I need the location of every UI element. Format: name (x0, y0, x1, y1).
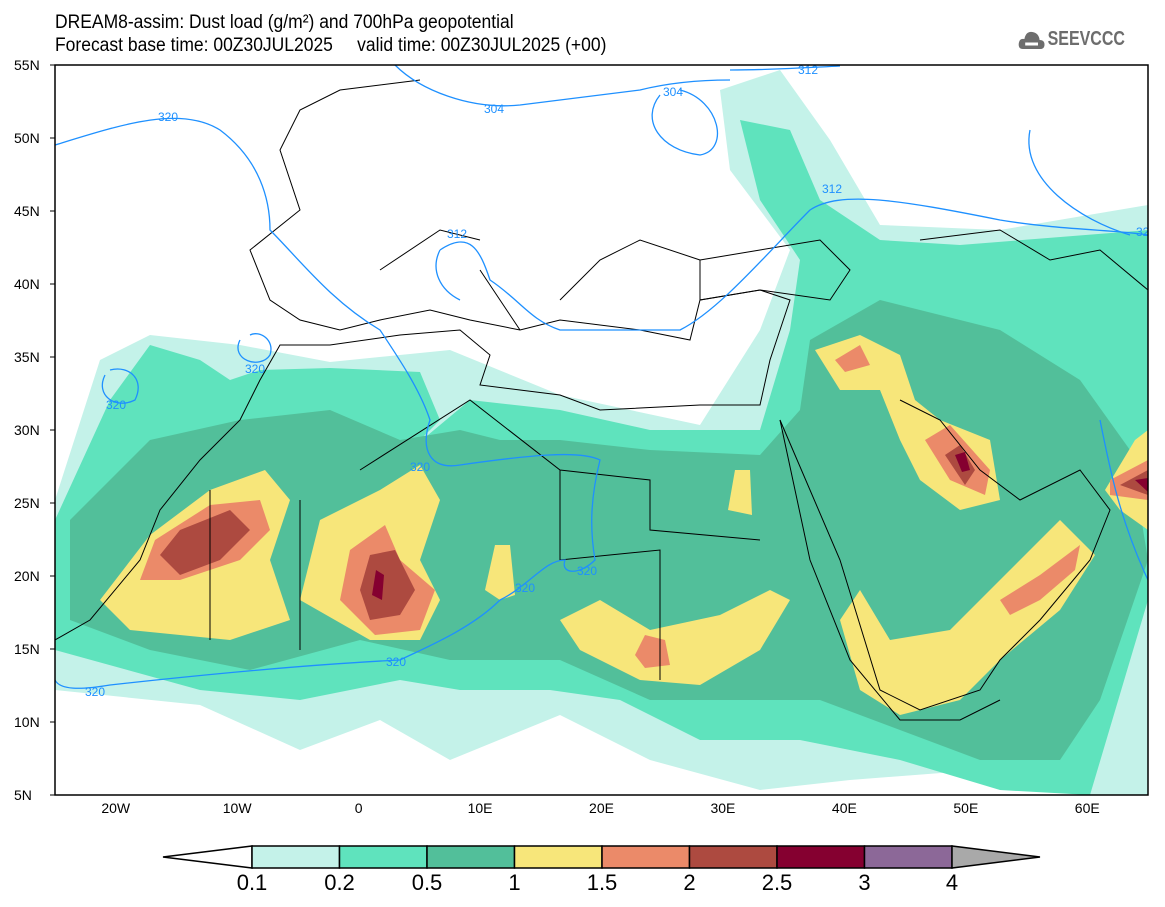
lat-label: 40N (14, 276, 40, 292)
seevccc-logo: SEEVCCC (1018, 28, 1125, 51)
lon-label: 20W (101, 800, 131, 816)
lon-label: 50E (953, 800, 979, 816)
lon-label: 30E (710, 800, 736, 816)
lon-label: 10W (222, 800, 252, 816)
logo-text: SEEVCCC (1047, 28, 1125, 50)
colorbar-under-arrow (162, 845, 253, 869)
lat-label: 30N (14, 422, 40, 438)
contour-label: 320 (410, 460, 430, 474)
lat-label: 5N (14, 787, 32, 803)
lon-label: 0 (354, 800, 363, 816)
colorbar-label: 3 (858, 870, 871, 895)
colorbar-label: 0.2 (324, 870, 355, 895)
contour-label: 312 (822, 182, 842, 196)
lon-label: 10E (467, 800, 493, 816)
dust-region-1 (840, 520, 1095, 715)
contour-label: 312 (798, 63, 818, 77)
dust-region-1 (485, 545, 515, 600)
colorbar-swatch (251, 845, 341, 869)
map-title: DREAM8-assim: Dust load (g/m²) and 700hP… (55, 12, 514, 33)
contour-label: 32 (1136, 225, 1150, 239)
dust-region-1 (560, 590, 790, 685)
lat-label: 45N (14, 203, 40, 219)
colorbar-swatch (688, 845, 778, 869)
lon-label: 20E (589, 800, 614, 816)
contour-labels: 320 304 304 312 312 312 320 320 320 320 … (85, 63, 1150, 699)
contour-label: 304 (484, 102, 504, 116)
colorbar (162, 845, 1041, 869)
contour-label: 320 (386, 655, 406, 669)
lat-label: 15N (14, 641, 40, 657)
colorbar-label: 2.5 (761, 870, 793, 895)
colorbar-label: 2 (683, 870, 696, 895)
lat-label: 25N (14, 495, 40, 511)
dust-region-1.5 (635, 635, 670, 668)
colorbar-swatch (863, 845, 953, 869)
contour-label: 320 (515, 581, 535, 595)
lat-label: 10N (14, 714, 40, 730)
lon-label: 40E (831, 800, 857, 816)
dust-region-1 (728, 470, 752, 515)
contour-label: 312 (447, 227, 467, 241)
lat-label: 20N (14, 568, 40, 584)
lon-label: 60E (1074, 800, 1100, 816)
colorbar-label: 0.5 (411, 870, 443, 895)
colorbar-label: 1 (508, 870, 521, 895)
colorbar-label: 0.1 (236, 870, 268, 895)
colorbar-swatch (601, 845, 691, 869)
cloud-icon (1018, 31, 1045, 49)
lat-label: 35N (14, 349, 40, 365)
contour-label: 304 (663, 85, 683, 99)
colorbar-label: 4 (945, 870, 959, 895)
lat-label: 55N (14, 57, 40, 73)
geopotential-contours (55, 65, 1148, 689)
colorbar-label: 1.5 (586, 870, 618, 895)
colorbar-swatch (513, 845, 603, 869)
colorbar-swatch (776, 845, 866, 869)
colorbar-swatch (426, 845, 516, 869)
colorbar-swatch (338, 845, 428, 869)
contour-label: 320 (577, 564, 597, 578)
contour-label: 320 (85, 685, 105, 699)
contour-label: 320 (106, 398, 126, 412)
map-subtitle: Forecast base time: 00Z30JUL2025 valid t… (55, 35, 607, 56)
dust-region-2 (160, 445, 1148, 620)
coastlines (55, 79, 1148, 721)
lat-label: 50N (14, 130, 40, 146)
contour-label: 320 (245, 362, 265, 376)
colorbar-over-arrow (951, 845, 1041, 869)
contour-label: 320 (158, 110, 178, 124)
